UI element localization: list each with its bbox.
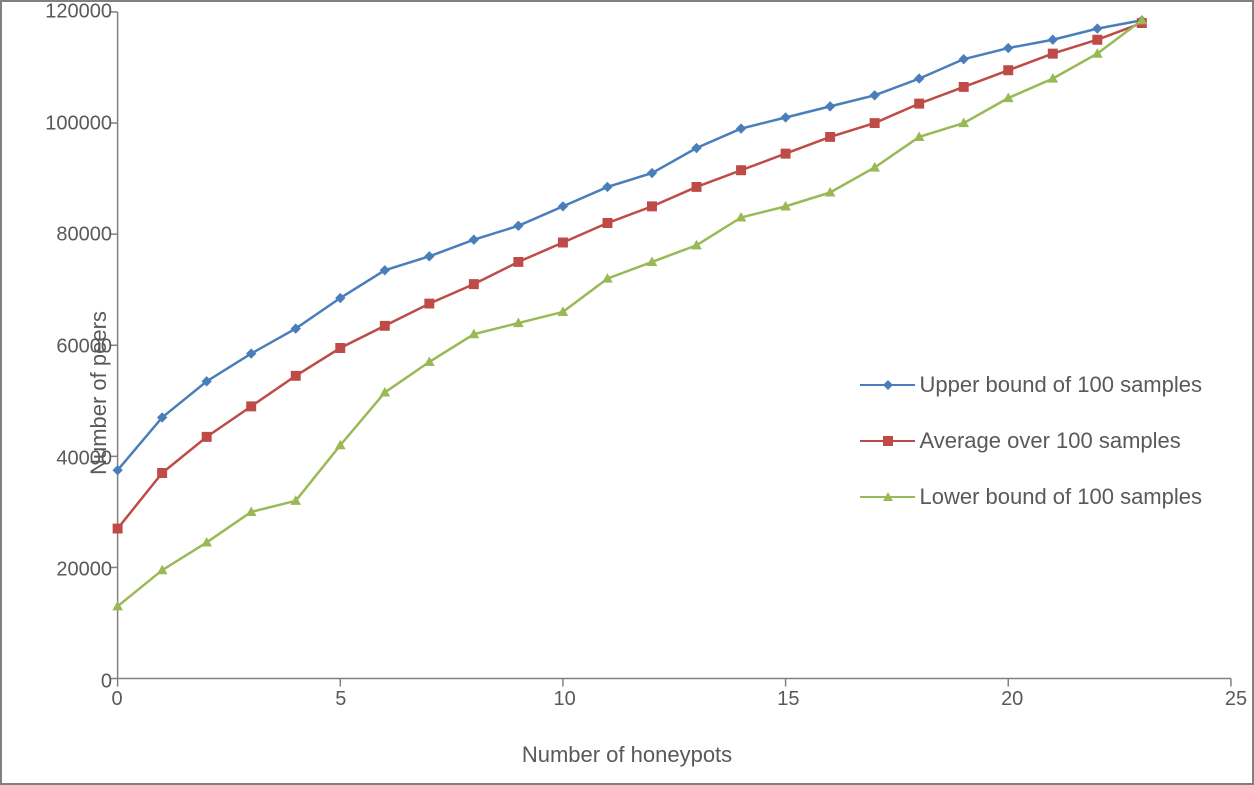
triangle-icon xyxy=(881,490,895,504)
legend-item: Upper bound of 100 samples xyxy=(860,372,1202,398)
chart-container: Number of peers Number of honeypots 0200… xyxy=(0,0,1254,785)
legend-line xyxy=(860,496,915,499)
legend: Upper bound of 100 samples Average over 1… xyxy=(860,372,1202,540)
y-tick-label: 100000 xyxy=(45,112,112,135)
legend-label: Upper bound of 100 samples xyxy=(919,372,1202,398)
square-icon xyxy=(881,434,895,448)
legend-label: Lower bound of 100 samples xyxy=(919,484,1202,510)
y-tick-label: 120000 xyxy=(45,1,112,24)
y-tick-label: 20000 xyxy=(56,559,112,582)
y-tick-label: 60000 xyxy=(56,336,112,359)
y-tick-label: 80000 xyxy=(56,224,112,247)
x-tick-label: 20 xyxy=(1001,688,1023,711)
diamond-icon xyxy=(881,378,895,392)
y-tick-label: 0 xyxy=(101,671,112,694)
x-tick-label: 10 xyxy=(553,688,575,711)
legend-label: Average over 100 samples xyxy=(919,428,1180,454)
y-tick-label: 40000 xyxy=(56,447,112,470)
legend-line xyxy=(860,440,915,443)
x-tick-label: 25 xyxy=(1225,688,1247,711)
legend-item: Average over 100 samples xyxy=(860,428,1202,454)
legend-line xyxy=(860,384,915,387)
x-tick-label: 5 xyxy=(335,688,346,711)
x-tick-label: 15 xyxy=(777,688,799,711)
x-tick-label: 0 xyxy=(111,688,122,711)
legend-item: Lower bound of 100 samples xyxy=(860,484,1202,510)
